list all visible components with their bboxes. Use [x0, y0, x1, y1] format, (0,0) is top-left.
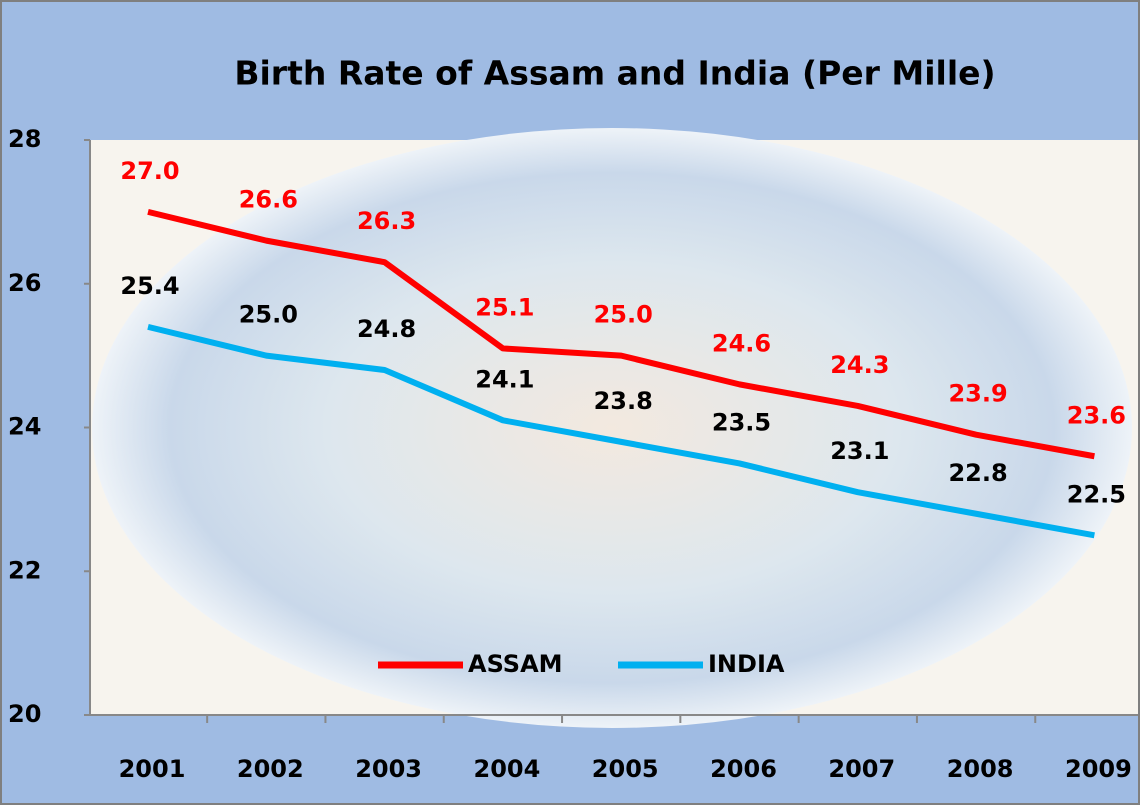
data-label: 22.8 — [948, 459, 1007, 487]
data-label: 23.1 — [830, 437, 889, 465]
data-label: 23.5 — [712, 408, 771, 436]
data-label: 25.0 — [594, 301, 653, 329]
x-tick-label: 2009 — [1065, 755, 1132, 783]
data-label: 24.8 — [357, 315, 416, 343]
x-tick-label: 2007 — [828, 755, 895, 783]
background-photo — [92, 128, 1132, 728]
data-label: 23.6 — [1067, 401, 1126, 429]
data-label: 24.1 — [475, 365, 534, 393]
x-tick-label: 2002 — [237, 755, 304, 783]
y-tick-label: 22 — [8, 556, 41, 584]
legend-label: ASSAM — [468, 650, 563, 678]
data-label: 24.3 — [830, 351, 889, 379]
x-tick-label: 2008 — [947, 755, 1014, 783]
x-tick-label: 2006 — [710, 755, 777, 783]
x-tick-label: 2004 — [474, 755, 541, 783]
x-tick-label: 2005 — [592, 755, 659, 783]
data-label: 26.6 — [239, 186, 298, 214]
y-tick-label: 20 — [8, 700, 41, 728]
x-tick-label: 2003 — [355, 755, 422, 783]
legend-label: INDIA — [708, 650, 785, 678]
data-label: 24.6 — [712, 329, 771, 357]
data-label: 25.0 — [239, 301, 298, 329]
chart-title: Birth Rate of Assam and India (Per Mille… — [234, 54, 995, 93]
y-tick-label: 24 — [8, 413, 41, 441]
data-label: 27.0 — [120, 157, 179, 185]
data-label: 23.9 — [948, 380, 1007, 408]
x-tick-label: 2001 — [119, 755, 186, 783]
data-label: 25.4 — [120, 272, 179, 300]
data-label: 26.3 — [357, 207, 416, 235]
data-label: 25.1 — [475, 293, 534, 321]
y-tick-label: 28 — [8, 125, 41, 153]
data-label: 23.8 — [594, 387, 653, 415]
y-tick-label: 26 — [8, 269, 41, 297]
chart: Birth Rate of Assam and India (Per Mille… — [0, 0, 1140, 805]
data-label: 22.5 — [1067, 480, 1126, 508]
